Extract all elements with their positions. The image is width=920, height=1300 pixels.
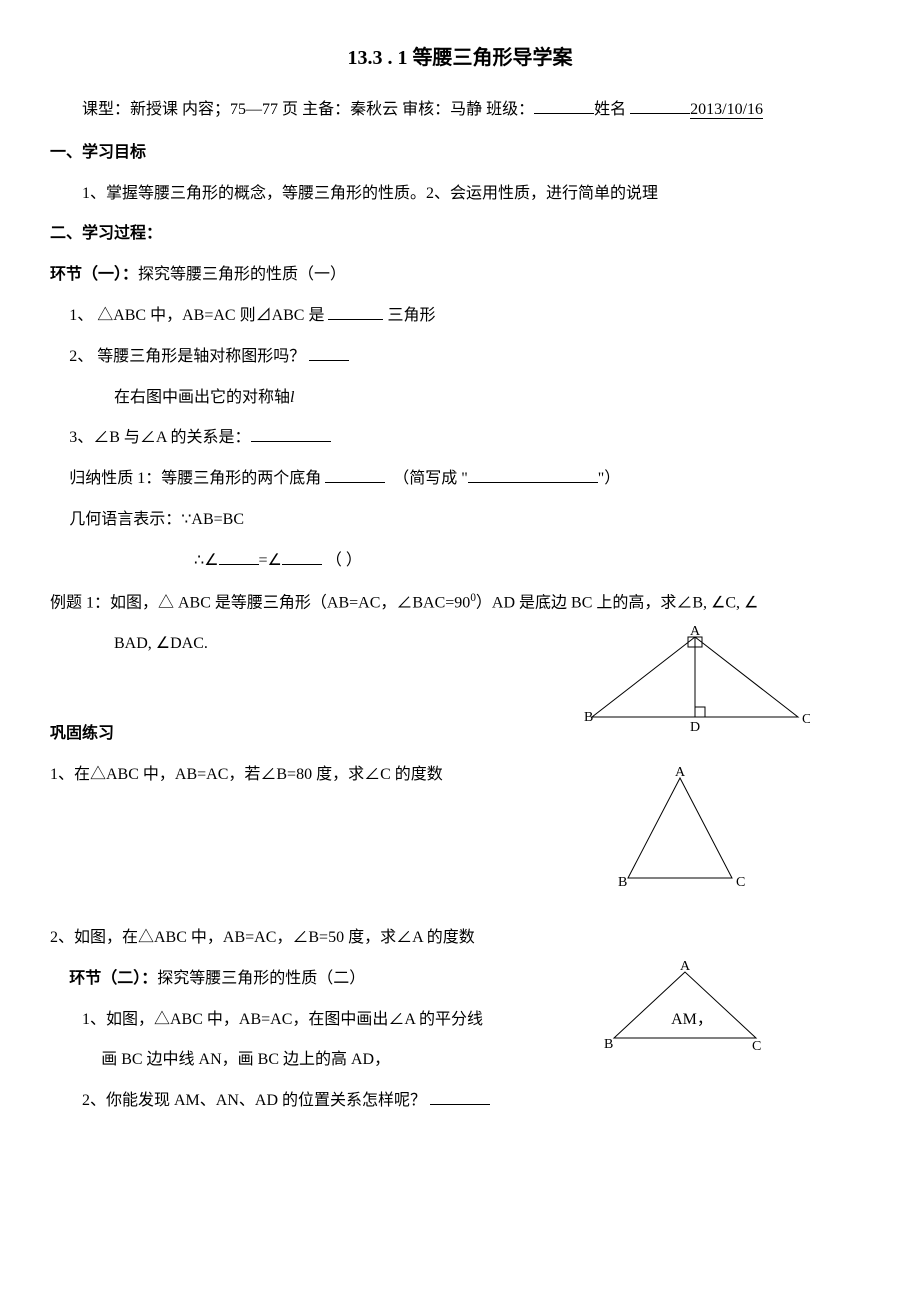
q3-blank [251, 425, 331, 442]
q2-sub: 在右图中画出它的对称轴l [50, 384, 870, 413]
part-2-rest: 探究等腰三角形的性质（二） [157, 970, 365, 987]
part-1-bold: 环节（一）： [50, 266, 138, 283]
q1-blank [328, 303, 383, 320]
geo-because-txt: AB=BC [191, 511, 244, 528]
therefore-symbol: ∴ [194, 552, 204, 569]
geo-label: 几何语言表示： [69, 511, 181, 528]
geo-line: 几何语言表示：∵AB=BC [50, 506, 870, 535]
ex1a: 例题 1：如图，△ ABC 是等腰三角形（AB=AC，∠BAC=90 [50, 594, 470, 611]
svg-text:B: B [618, 875, 627, 890]
gg-q1: 1、在△ABC 中，AB=AC，若∠B=80 度，求∠C 的度数 A B C [50, 761, 870, 790]
q2-blank [309, 344, 349, 361]
part-1-rest: 探究等腰三角形的性质（一） [138, 266, 346, 283]
p2-q2-text: 2、你能发现 AM、AN、AD 的位置关系怎样呢？ [82, 1092, 426, 1109]
part-1-heading: 环节（一）：探究等腰三角形的性质（一） [50, 261, 870, 290]
example-1-line2: BAD, ∠DAC. A B C D [50, 630, 870, 659]
sh-label: 审核： [398, 101, 450, 118]
q3: 3、∠B 与∠A 的关系是： [50, 424, 870, 453]
svg-text:C: C [752, 1039, 761, 1054]
content-label: 内容； [178, 101, 230, 118]
type-label: 课型： [82, 101, 130, 118]
gg1-text: 1、在△ABC 中，AB=AC，若∠B=80 度，求∠C 的度数 [50, 766, 443, 783]
geo-line2: ∴∠ =∠ （ ） [50, 547, 870, 576]
p2-q1a: 1、如图，△ABC 中，AB=AC，在图中画出∠A 的平分线 [82, 1011, 483, 1028]
header-line: 课型：新授课 内容；75—77 页 主备：秦秋云 审核：马静 班级： 姓名 201… [50, 96, 870, 125]
because-symbol: ∵ [181, 511, 191, 528]
name-blank [630, 97, 690, 114]
example-1: 例题 1：如图，△ ABC 是等腰三角形（AB=AC，∠BAC=900）AD 是… [50, 588, 870, 618]
part-2-bold: 环节（二）： [69, 970, 157, 987]
part-2-heading-row: 环节（二）：探究等腰三角形的性质（二） A B C [50, 965, 870, 994]
svg-text:B: B [584, 710, 593, 725]
triangle-figure-2: A B C [610, 766, 750, 896]
q2: 2、 等腰三角形是轴对称图形吗？ [50, 343, 870, 372]
q3a: 3、∠B 与∠A 的关系是： [69, 429, 250, 446]
q1a: 1、 △ABC 中，AB=AC 则⊿ABC 是 [69, 307, 328, 324]
class-blank [534, 97, 594, 114]
triangle-figure-1: A B C D [580, 625, 810, 735]
q2-sub-l: l [290, 389, 294, 406]
geo-paren: （ ） [326, 552, 362, 569]
svg-text:C: C [736, 875, 745, 890]
geo-blank1 [219, 548, 259, 565]
gn1a: 归纳性质 1：等腰三角形的两个底角 [69, 470, 325, 487]
gn1-blank2 [468, 466, 598, 483]
svg-text:A: A [680, 960, 691, 974]
svg-text:A: A [690, 625, 701, 639]
ex1b: ）AD 是底边 BC 上的高，求∠B, ∠C, ∠ [476, 594, 759, 611]
date: 2013/10/16 [690, 101, 763, 119]
p2-q2-blank [430, 1088, 490, 1105]
name-label: 姓名 [594, 101, 630, 118]
geo-blank2 [282, 548, 322, 565]
zb-label: 主备： [298, 101, 350, 118]
zb-value: 秦秋云 [350, 101, 398, 118]
svg-text:A: A [675, 766, 686, 780]
guina-1: 归纳性质 1：等腰三角形的两个底角 （简写成 " "） [50, 465, 870, 494]
ex1c: BAD, ∠DAC. [114, 635, 208, 652]
content-value: 75—77 页 [230, 101, 298, 118]
angle1: ∠ [204, 552, 218, 569]
q1: 1、 △ABC 中，AB=AC 则⊿ABC 是 三角形 [50, 302, 870, 331]
svg-text:D: D [690, 720, 700, 735]
triangle-figure-3: A B C [600, 960, 770, 1055]
svg-text:C: C [802, 712, 810, 727]
p2-q2: 2、你能发现 AM、AN、AD 的位置关系怎样呢？ [50, 1087, 870, 1116]
q1b: 三角形 [383, 307, 435, 324]
gg-q2: 2、如图，在△ABC 中，AB=AC，∠B=50 度，求∠A 的度数 [50, 924, 870, 953]
class-label: 班级： [482, 101, 534, 118]
section-1-heading: 一、学习目标 [50, 139, 870, 168]
gn1b: （简写成 " [393, 470, 468, 487]
type-value: 新授课 [130, 101, 178, 118]
eq-angle: =∠ [259, 552, 282, 569]
section-2-heading: 二、学习过程： [50, 220, 870, 249]
doc-title: 13.3 . 1 等腰三角形导学案 [50, 40, 870, 76]
gn1c: "） [598, 470, 621, 487]
q2-text: 2、 等腰三角形是轴对称图形吗？ [69, 348, 305, 365]
section-1-line: 1、掌握等腰三角形的概念，等腰三角形的性质。2、会运用性质，进行简单的说理 [50, 180, 870, 209]
gn1-blank1 [325, 466, 385, 483]
sh-value: 马静 [450, 101, 482, 118]
svg-text:B: B [604, 1037, 613, 1052]
q2-sub-a: 在右图中画出它的对称轴 [114, 389, 290, 406]
